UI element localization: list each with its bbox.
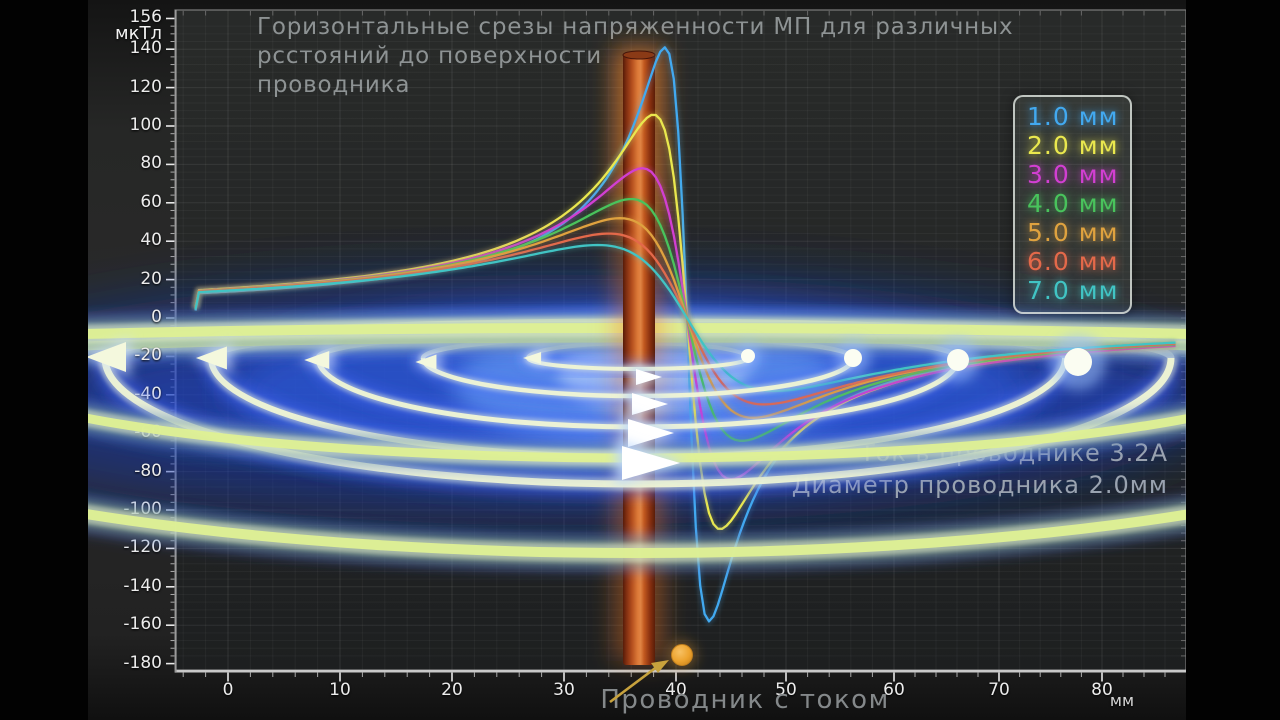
x-tick-label: 30 [553, 680, 575, 700]
annotation-block: Ток в проводнике 3.2А Диаметр проводника… [792, 437, 1168, 501]
y-tick-label: -80 [134, 460, 162, 481]
x-tick-label: 0 [222, 680, 234, 700]
y-tick-label: 100 [129, 115, 162, 135]
x-tick-label: 20 [441, 680, 463, 700]
y-tick-label: -160 [123, 614, 162, 635]
y-tick-label: 40 [140, 230, 162, 251]
y-tick-label: -40 [134, 383, 162, 404]
x-axis-unit-label: мм [1109, 691, 1135, 710]
x-tick-label: 40 [665, 680, 687, 700]
x-tick-label: 70 [988, 680, 1010, 700]
y-tick-label: 140 [129, 38, 162, 59]
x-tick-label: 80 [1091, 680, 1113, 700]
chart-title-line2: рсстояний до поверхности [257, 43, 603, 69]
legend-item: 6.0 мм [1027, 247, 1119, 276]
y-tick-label: 20 [140, 268, 162, 289]
y-tick-label: 80 [140, 153, 162, 174]
y-tick-label: 120 [129, 76, 162, 97]
left-letterbox [0, 0, 88, 720]
y-tick-label: -60 [134, 422, 162, 443]
legend-item: 3.0 мм [1027, 160, 1119, 189]
y-tick-label: -120 [123, 537, 162, 558]
y-tick-label: -100 [123, 499, 162, 519]
y-tick-label: 60 [140, 191, 162, 212]
legend-item: 2.0 мм [1027, 131, 1119, 160]
legend-item: 1.0 мм [1027, 102, 1119, 131]
legend: 1.0 мм 2.0 мм 3.0 мм 4.0 мм 5.0 мм 6.0 мм 7.0 … [1013, 95, 1132, 314]
x-tick-label: 60 [883, 680, 905, 700]
conductor-caption: Проводник с током [600, 685, 890, 715]
y-tick-label: 156 [129, 7, 162, 28]
info-diameter-label: Диаметр проводника 2.0мм [791, 471, 1168, 499]
y-tick-label: 0 [151, 307, 162, 327]
legend-item: 7.0 мм [1027, 276, 1119, 305]
info-current-label: Ток в проводнике 3.2А [859, 439, 1168, 467]
x-tick-label: 50 [775, 680, 797, 700]
chart-title-line1: Горизонтальные срезы напряженности МП дл… [257, 14, 1014, 40]
y-tick-label: -140 [123, 575, 162, 596]
y-tick-label: -180 [123, 652, 162, 673]
chart-title: Горизонтальные срезы напряженности МП дл… [257, 13, 1013, 100]
y-axis-unit-label: мкТл [115, 23, 162, 44]
right-letterbox [1186, 0, 1280, 720]
y-tick-label: -20 [134, 345, 162, 366]
legend-item: 5.0 мм [1027, 218, 1119, 247]
x-tick-label: 10 [329, 680, 351, 700]
legend-item: 4.0 мм [1027, 189, 1119, 218]
chart-title-line3: проводника [257, 72, 411, 98]
